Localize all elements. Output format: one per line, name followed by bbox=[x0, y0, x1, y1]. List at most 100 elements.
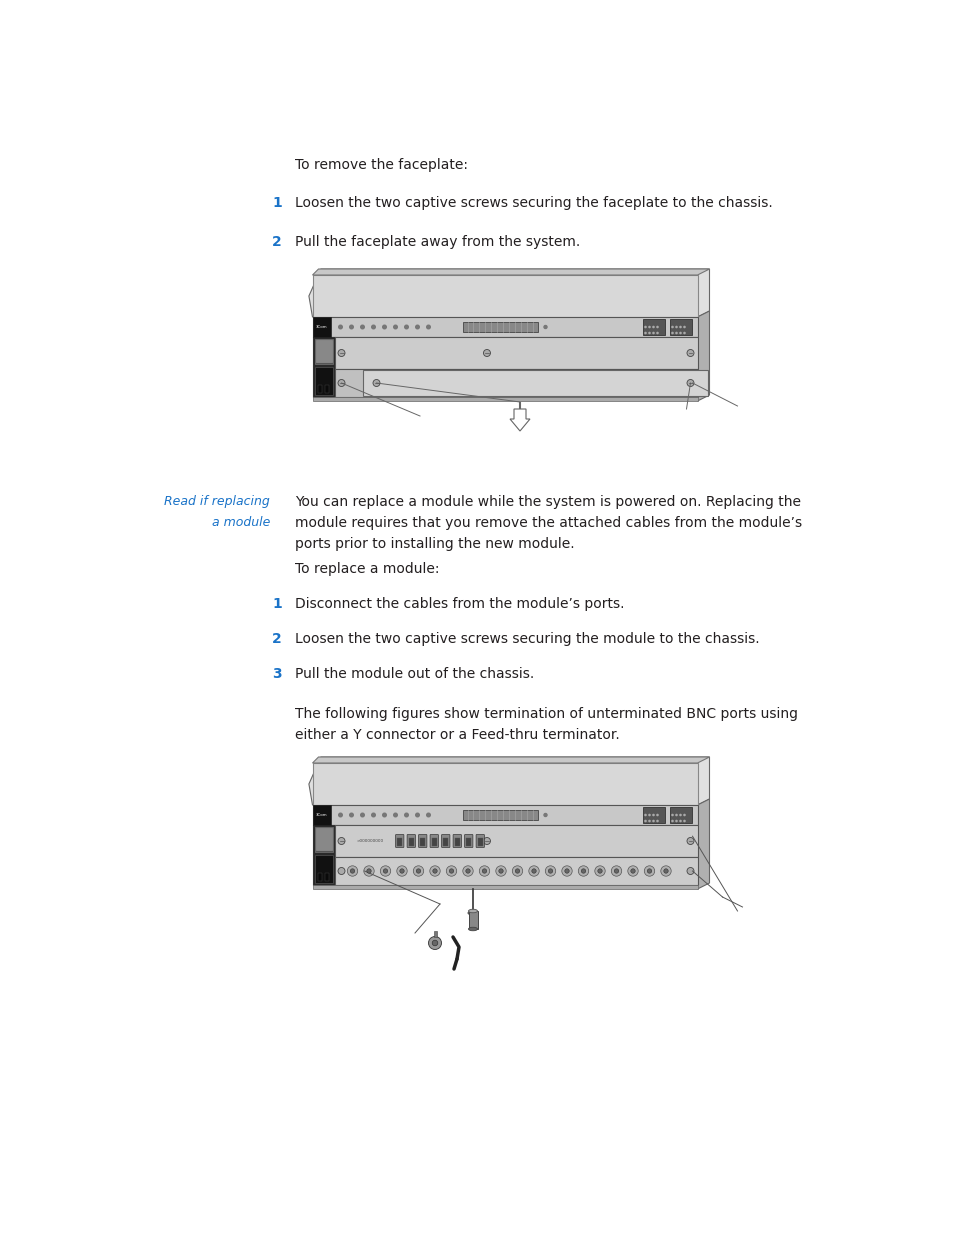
Bar bbox=[432, 837, 436, 846]
Bar bbox=[396, 837, 402, 846]
Text: Pull the faceplate away from the system.: Pull the faceplate away from the system. bbox=[294, 235, 579, 249]
Circle shape bbox=[350, 325, 353, 329]
Bar bbox=[313, 805, 330, 825]
Bar bbox=[313, 885, 697, 889]
Circle shape bbox=[366, 868, 371, 873]
Text: 1: 1 bbox=[272, 597, 281, 611]
Circle shape bbox=[338, 325, 342, 329]
Circle shape bbox=[578, 866, 588, 876]
Bar bbox=[324, 873, 328, 881]
Text: ports prior to installing the new module.: ports prior to installing the new module… bbox=[294, 537, 574, 551]
Circle shape bbox=[647, 868, 651, 873]
Text: 3: 3 bbox=[272, 667, 281, 680]
Bar bbox=[313, 317, 330, 337]
Circle shape bbox=[512, 866, 522, 876]
Circle shape bbox=[686, 867, 693, 874]
Circle shape bbox=[432, 940, 437, 946]
Circle shape bbox=[416, 868, 420, 873]
Polygon shape bbox=[309, 757, 709, 805]
Bar bbox=[669, 319, 691, 335]
Circle shape bbox=[548, 868, 552, 873]
Circle shape bbox=[396, 866, 407, 876]
Text: 3Com: 3Com bbox=[315, 325, 327, 329]
Text: 1: 1 bbox=[272, 196, 281, 210]
Bar bbox=[420, 837, 425, 846]
Bar bbox=[641, 806, 664, 823]
Circle shape bbox=[350, 868, 355, 873]
Bar bbox=[462, 810, 537, 820]
Circle shape bbox=[337, 867, 345, 874]
Bar bbox=[317, 385, 321, 393]
Text: 2: 2 bbox=[272, 632, 281, 646]
Text: Loosen the two captive screws securing the faceplate to the chassis.: Loosen the two captive screws securing t… bbox=[294, 196, 772, 210]
Bar bbox=[462, 322, 537, 332]
Polygon shape bbox=[309, 269, 709, 317]
Circle shape bbox=[337, 350, 345, 357]
Circle shape bbox=[338, 813, 342, 816]
Ellipse shape bbox=[468, 927, 477, 931]
Circle shape bbox=[360, 813, 364, 816]
Polygon shape bbox=[697, 799, 709, 889]
Bar bbox=[335, 337, 697, 369]
Circle shape bbox=[337, 837, 345, 845]
Circle shape bbox=[614, 868, 618, 873]
Circle shape bbox=[580, 868, 585, 873]
Bar bbox=[313, 396, 697, 401]
Bar bbox=[455, 837, 459, 846]
Ellipse shape bbox=[468, 909, 477, 913]
Circle shape bbox=[515, 868, 519, 873]
Circle shape bbox=[686, 350, 693, 357]
Circle shape bbox=[404, 813, 408, 816]
Circle shape bbox=[498, 868, 502, 873]
Circle shape bbox=[433, 868, 436, 873]
Bar bbox=[313, 763, 697, 805]
Circle shape bbox=[630, 868, 635, 873]
Bar bbox=[468, 911, 477, 929]
Bar bbox=[314, 855, 333, 883]
Bar bbox=[335, 825, 697, 857]
Circle shape bbox=[382, 813, 386, 816]
Ellipse shape bbox=[468, 911, 477, 915]
Text: Pull the module out of the chassis.: Pull the module out of the chassis. bbox=[294, 667, 534, 680]
Polygon shape bbox=[510, 409, 530, 431]
Bar bbox=[477, 837, 482, 846]
Circle shape bbox=[465, 868, 470, 873]
Bar bbox=[466, 837, 471, 846]
Text: Disconnect the cables from the module’s ports.: Disconnect the cables from the module’s … bbox=[294, 597, 624, 611]
Bar bbox=[433, 930, 436, 936]
Circle shape bbox=[446, 866, 456, 876]
Circle shape bbox=[399, 868, 404, 873]
Circle shape bbox=[416, 813, 419, 816]
Circle shape bbox=[483, 837, 490, 845]
Bar bbox=[314, 827, 333, 852]
FancyBboxPatch shape bbox=[430, 835, 438, 847]
Circle shape bbox=[531, 868, 536, 873]
Bar bbox=[362, 370, 707, 396]
FancyBboxPatch shape bbox=[476, 835, 484, 847]
Polygon shape bbox=[313, 269, 709, 275]
Bar bbox=[313, 275, 697, 317]
Circle shape bbox=[496, 866, 506, 876]
Circle shape bbox=[449, 868, 454, 873]
Circle shape bbox=[561, 866, 572, 876]
Circle shape bbox=[360, 325, 364, 329]
Bar bbox=[335, 369, 697, 396]
Circle shape bbox=[482, 868, 486, 873]
Circle shape bbox=[594, 866, 604, 876]
Text: The following figures show termination of unterminated BNC ports using: The following figures show termination o… bbox=[294, 706, 797, 721]
Text: >000000000: >000000000 bbox=[356, 839, 383, 844]
Circle shape bbox=[686, 379, 693, 387]
Circle shape bbox=[545, 866, 555, 876]
Text: 2: 2 bbox=[272, 235, 281, 249]
FancyBboxPatch shape bbox=[418, 835, 426, 847]
FancyBboxPatch shape bbox=[441, 835, 450, 847]
Circle shape bbox=[394, 325, 396, 329]
FancyBboxPatch shape bbox=[407, 835, 415, 847]
Bar bbox=[315, 340, 331, 362]
Circle shape bbox=[426, 325, 430, 329]
Circle shape bbox=[373, 379, 379, 387]
Circle shape bbox=[528, 866, 538, 876]
Text: a module: a module bbox=[212, 516, 270, 529]
Text: either a Y connector or a Feed-thru terminator.: either a Y connector or a Feed-thru term… bbox=[294, 727, 619, 742]
Bar bbox=[313, 317, 697, 337]
